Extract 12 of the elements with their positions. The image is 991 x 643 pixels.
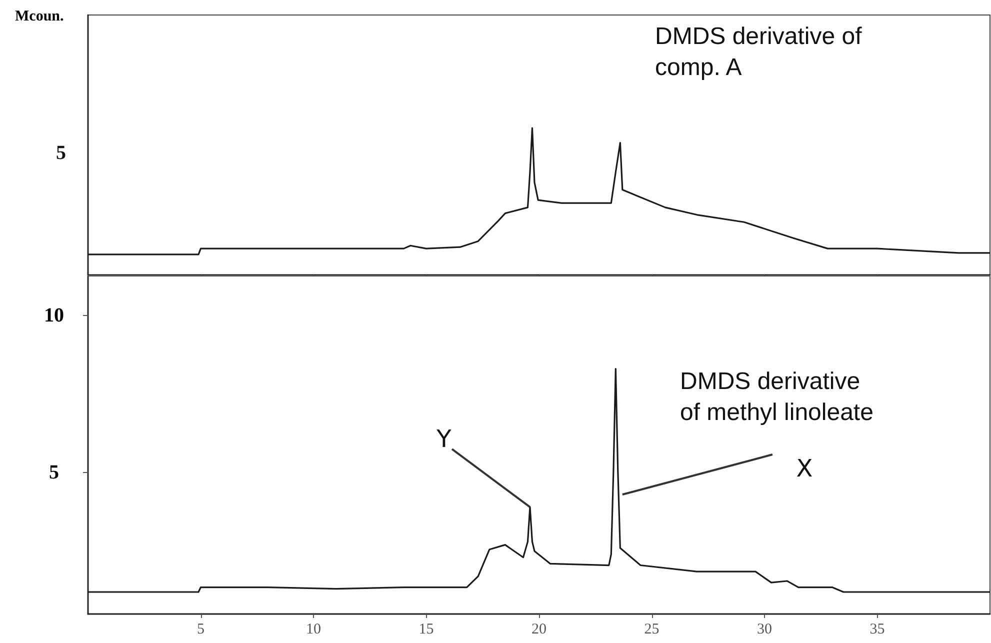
x-tick-label: 35 (870, 622, 885, 638)
x-tick-label: 15 (418, 622, 434, 638)
x-tick-label: 10 (306, 622, 321, 638)
x-tick-label: 25 (644, 622, 660, 638)
text: DMDS derivative of comp. A (655, 23, 862, 81)
annotation: DMDS derivative of methyl linoleate (680, 368, 874, 426)
y-axis-title: Mcoun. (15, 8, 64, 24)
annotation: Y (436, 425, 452, 454)
x-tick-label: 5 (197, 622, 204, 638)
x-tick-label: 30 (757, 622, 772, 638)
annotation: X (796, 454, 813, 483)
x-tick-label: 20 (532, 622, 546, 638)
